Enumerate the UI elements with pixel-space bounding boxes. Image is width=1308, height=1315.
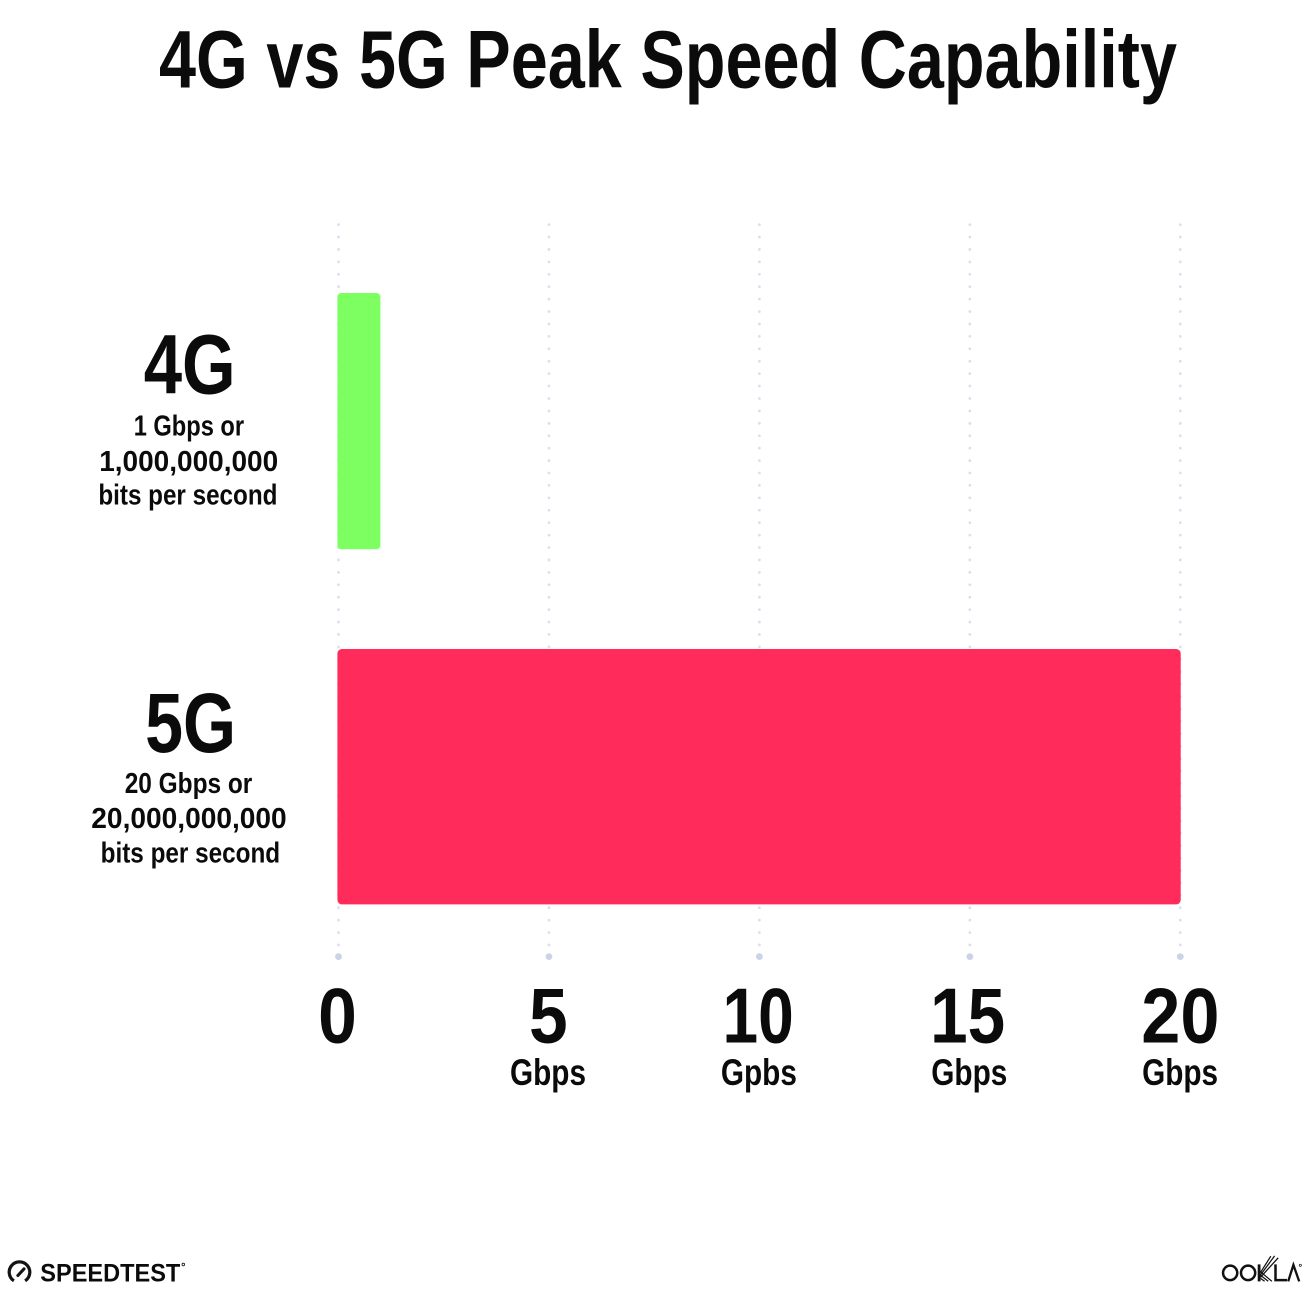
svg-text:4G: 4G [144,317,236,412]
svg-text:Gbps: Gbps [931,1051,1007,1093]
svg-text:15: 15 [930,974,1005,1060]
svg-text:5G: 5G [145,675,236,770]
svg-text:0: 0 [318,974,357,1060]
svg-text:bits per second: bits per second [98,479,277,511]
svg-text:1,000,000,000: 1,000,000,000 [99,446,278,478]
svg-text:5: 5 [529,974,568,1060]
svg-text:Gbps: Gbps [510,1051,586,1093]
svg-text:4G vs 5G Peak Speed Capability: 4G vs 5G Peak Speed Capability [159,15,1177,106]
svg-text:20: 20 [1141,974,1219,1060]
svg-text:bits per second: bits per second [101,838,281,870]
svg-text:20,000,000,000: 20,000,000,000 [91,803,286,835]
svg-text:20 Gbps or: 20 Gbps or [125,768,253,800]
svg-text:Gpbs: Gpbs [721,1051,797,1093]
svg-text:10: 10 [723,974,794,1060]
svg-text:1 Gbps or: 1 Gbps or [134,410,244,442]
svg-text:SPEEDTEST: SPEEDTEST [40,1260,180,1287]
svg-text:Gbps: Gbps [1142,1051,1218,1093]
